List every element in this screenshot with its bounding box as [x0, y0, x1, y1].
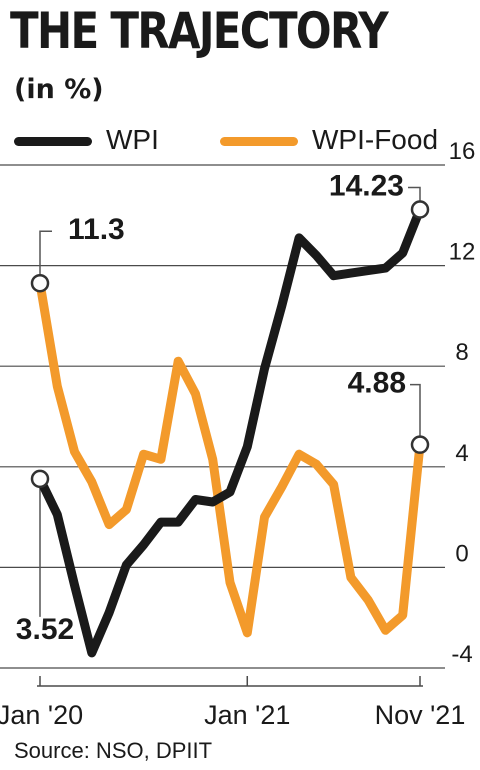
- x-tick-label: Jan '21: [204, 700, 290, 730]
- y-tick-label: 8: [455, 339, 468, 366]
- y-tick-label: 12: [449, 239, 476, 266]
- y-tick-label: -4: [451, 641, 472, 668]
- x-tick-label: Jan '20: [0, 700, 83, 730]
- data-label: 11.3: [68, 213, 125, 246]
- legend-label-wpi: WPI: [106, 124, 159, 155]
- annotation-leader: [39, 230, 52, 284]
- chart-subtitle: (in %): [14, 74, 104, 105]
- series-line-wpi-food: [35, 278, 425, 638]
- annotated-point: [410, 200, 430, 219]
- data-label: 14.23: [329, 170, 404, 203]
- annotation-leader: [410, 383, 421, 445]
- annotated-point: [30, 273, 50, 293]
- data-label: 3.52: [16, 613, 74, 646]
- chart-title: THE TRAJECTORY: [10, 2, 389, 60]
- source-note: Source: NSO, DPIIT: [14, 738, 213, 763]
- y-tick-label: 16: [449, 138, 476, 165]
- annotated-point: [30, 469, 50, 489]
- y-tick-label: 0: [455, 540, 468, 567]
- series-line-wpi: [35, 205, 425, 658]
- legend-swatch-wpi: [14, 137, 92, 146]
- annotated-point: [410, 435, 430, 454]
- x-tick-label: Nov '21: [375, 700, 466, 730]
- y-tick-label: 4: [455, 440, 468, 467]
- legend-label-wpi-food: WPI-Food: [312, 124, 439, 155]
- legend-swatch-wpi-food: [220, 137, 298, 146]
- data-label: 4.88: [348, 367, 406, 400]
